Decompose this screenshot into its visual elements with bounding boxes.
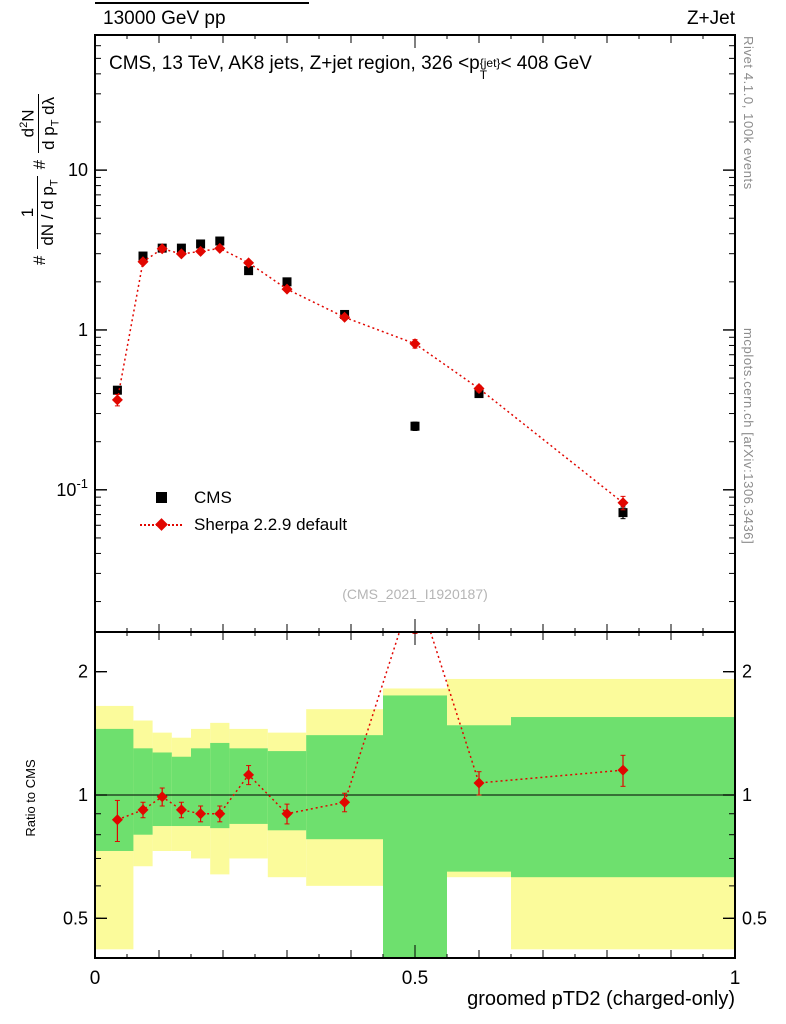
- generator-version-label: Rivet 4.1.0, 100k events: [741, 36, 756, 190]
- ylabel-frac2-den-sub: T: [49, 119, 62, 127]
- svg-text:10: 10: [68, 160, 88, 180]
- svg-text:0: 0: [90, 968, 101, 989]
- ylabel-fraction-1: 1 dN / d pT: [17, 176, 63, 249]
- svg-text:2: 2: [78, 662, 88, 682]
- ylabel-fraction-2: d2N d pT dλ: [18, 93, 63, 153]
- ylabel-frac1-den-text: dN / d p: [38, 186, 58, 246]
- ylabel-frac2-num-sup: 2: [17, 121, 30, 128]
- svg-text:10-1: 10-1: [56, 476, 88, 500]
- svg-text:0.5: 0.5: [742, 908, 767, 928]
- process-label: Z+Jet: [686, 8, 735, 29]
- ratio-axis-label: Ratio to CMS: [23, 759, 38, 837]
- red-diamond-icon: [154, 518, 168, 531]
- y-axis-title-text: #1 dN / d pT # d2N d pT dλ: [18, 89, 63, 267]
- ylabel-frac2-denominator: d pT dλ: [37, 93, 63, 153]
- svg-text:0.5: 0.5: [402, 968, 428, 989]
- ylabel-frac2-num-b: N: [18, 109, 38, 122]
- ylabel-hash-1: #: [30, 255, 49, 266]
- ylabel-frac2-den-b: dλ: [38, 96, 58, 120]
- y-axis-title: #1 dN / d pT # d2N d pT dλ: [12, 28, 68, 328]
- sherpa-line-marker: [138, 515, 184, 535]
- mcplots-credit-label: mcplots.cern.ch [arXiv:1306.3436]: [741, 328, 756, 545]
- plot-title: CMS, 13 TeV, AK8 jets, Z+jet region, 326…: [109, 53, 592, 82]
- pt-superscript: {jet}: [479, 55, 501, 70]
- plot-title-suffix: < 408 GeV: [500, 53, 592, 74]
- beam-energy-label: 13000 GeV pp: [103, 8, 226, 29]
- legend-label-sherpa: Sherpa 2.2.9 default: [194, 514, 348, 534]
- analysis-id-watermark: (CMS_2021_I1920187): [342, 586, 488, 602]
- ylabel-frac1-denominator: dN / d pT: [37, 176, 63, 249]
- black-square-icon: [155, 492, 167, 503]
- ylabel-frac1-numerator: 1: [17, 207, 37, 218]
- svg-text:1: 1: [730, 968, 741, 989]
- ylabel-frac2-num-a: d: [18, 127, 38, 138]
- legend-label-cms: CMS: [194, 487, 232, 507]
- pt-jet-notation: {jet} T: [480, 57, 501, 82]
- svg-text:1: 1: [78, 320, 88, 340]
- svg-text:0.5: 0.5: [63, 908, 88, 928]
- legend-item-cms: CMS: [138, 484, 347, 511]
- ylabel-hash-2: #: [30, 159, 49, 170]
- plot-title-prefix: CMS, 13 TeV, AK8 jets, Z+jet region, 326…: [109, 53, 480, 74]
- svg-text:1: 1: [78, 785, 88, 805]
- header-rule: [95, 2, 309, 4]
- pt-subscript: T: [479, 68, 488, 83]
- svg-text:1: 1: [742, 785, 752, 805]
- cms-square-marker: [138, 488, 184, 508]
- svg-text:2: 2: [742, 662, 752, 682]
- legend-item-sherpa: Sherpa 2.2.9 default: [138, 511, 347, 538]
- ylabel-frac2-numerator: d2N: [18, 94, 38, 153]
- ylabel-frac2-den-a: d p: [38, 126, 58, 150]
- legend: CMS Sherpa 2.2.9 default: [138, 484, 347, 538]
- x-axis-title: groomed pTD2 (charged-only): [467, 988, 735, 1010]
- ylabel-frac1-den-sub: T: [48, 179, 61, 187]
